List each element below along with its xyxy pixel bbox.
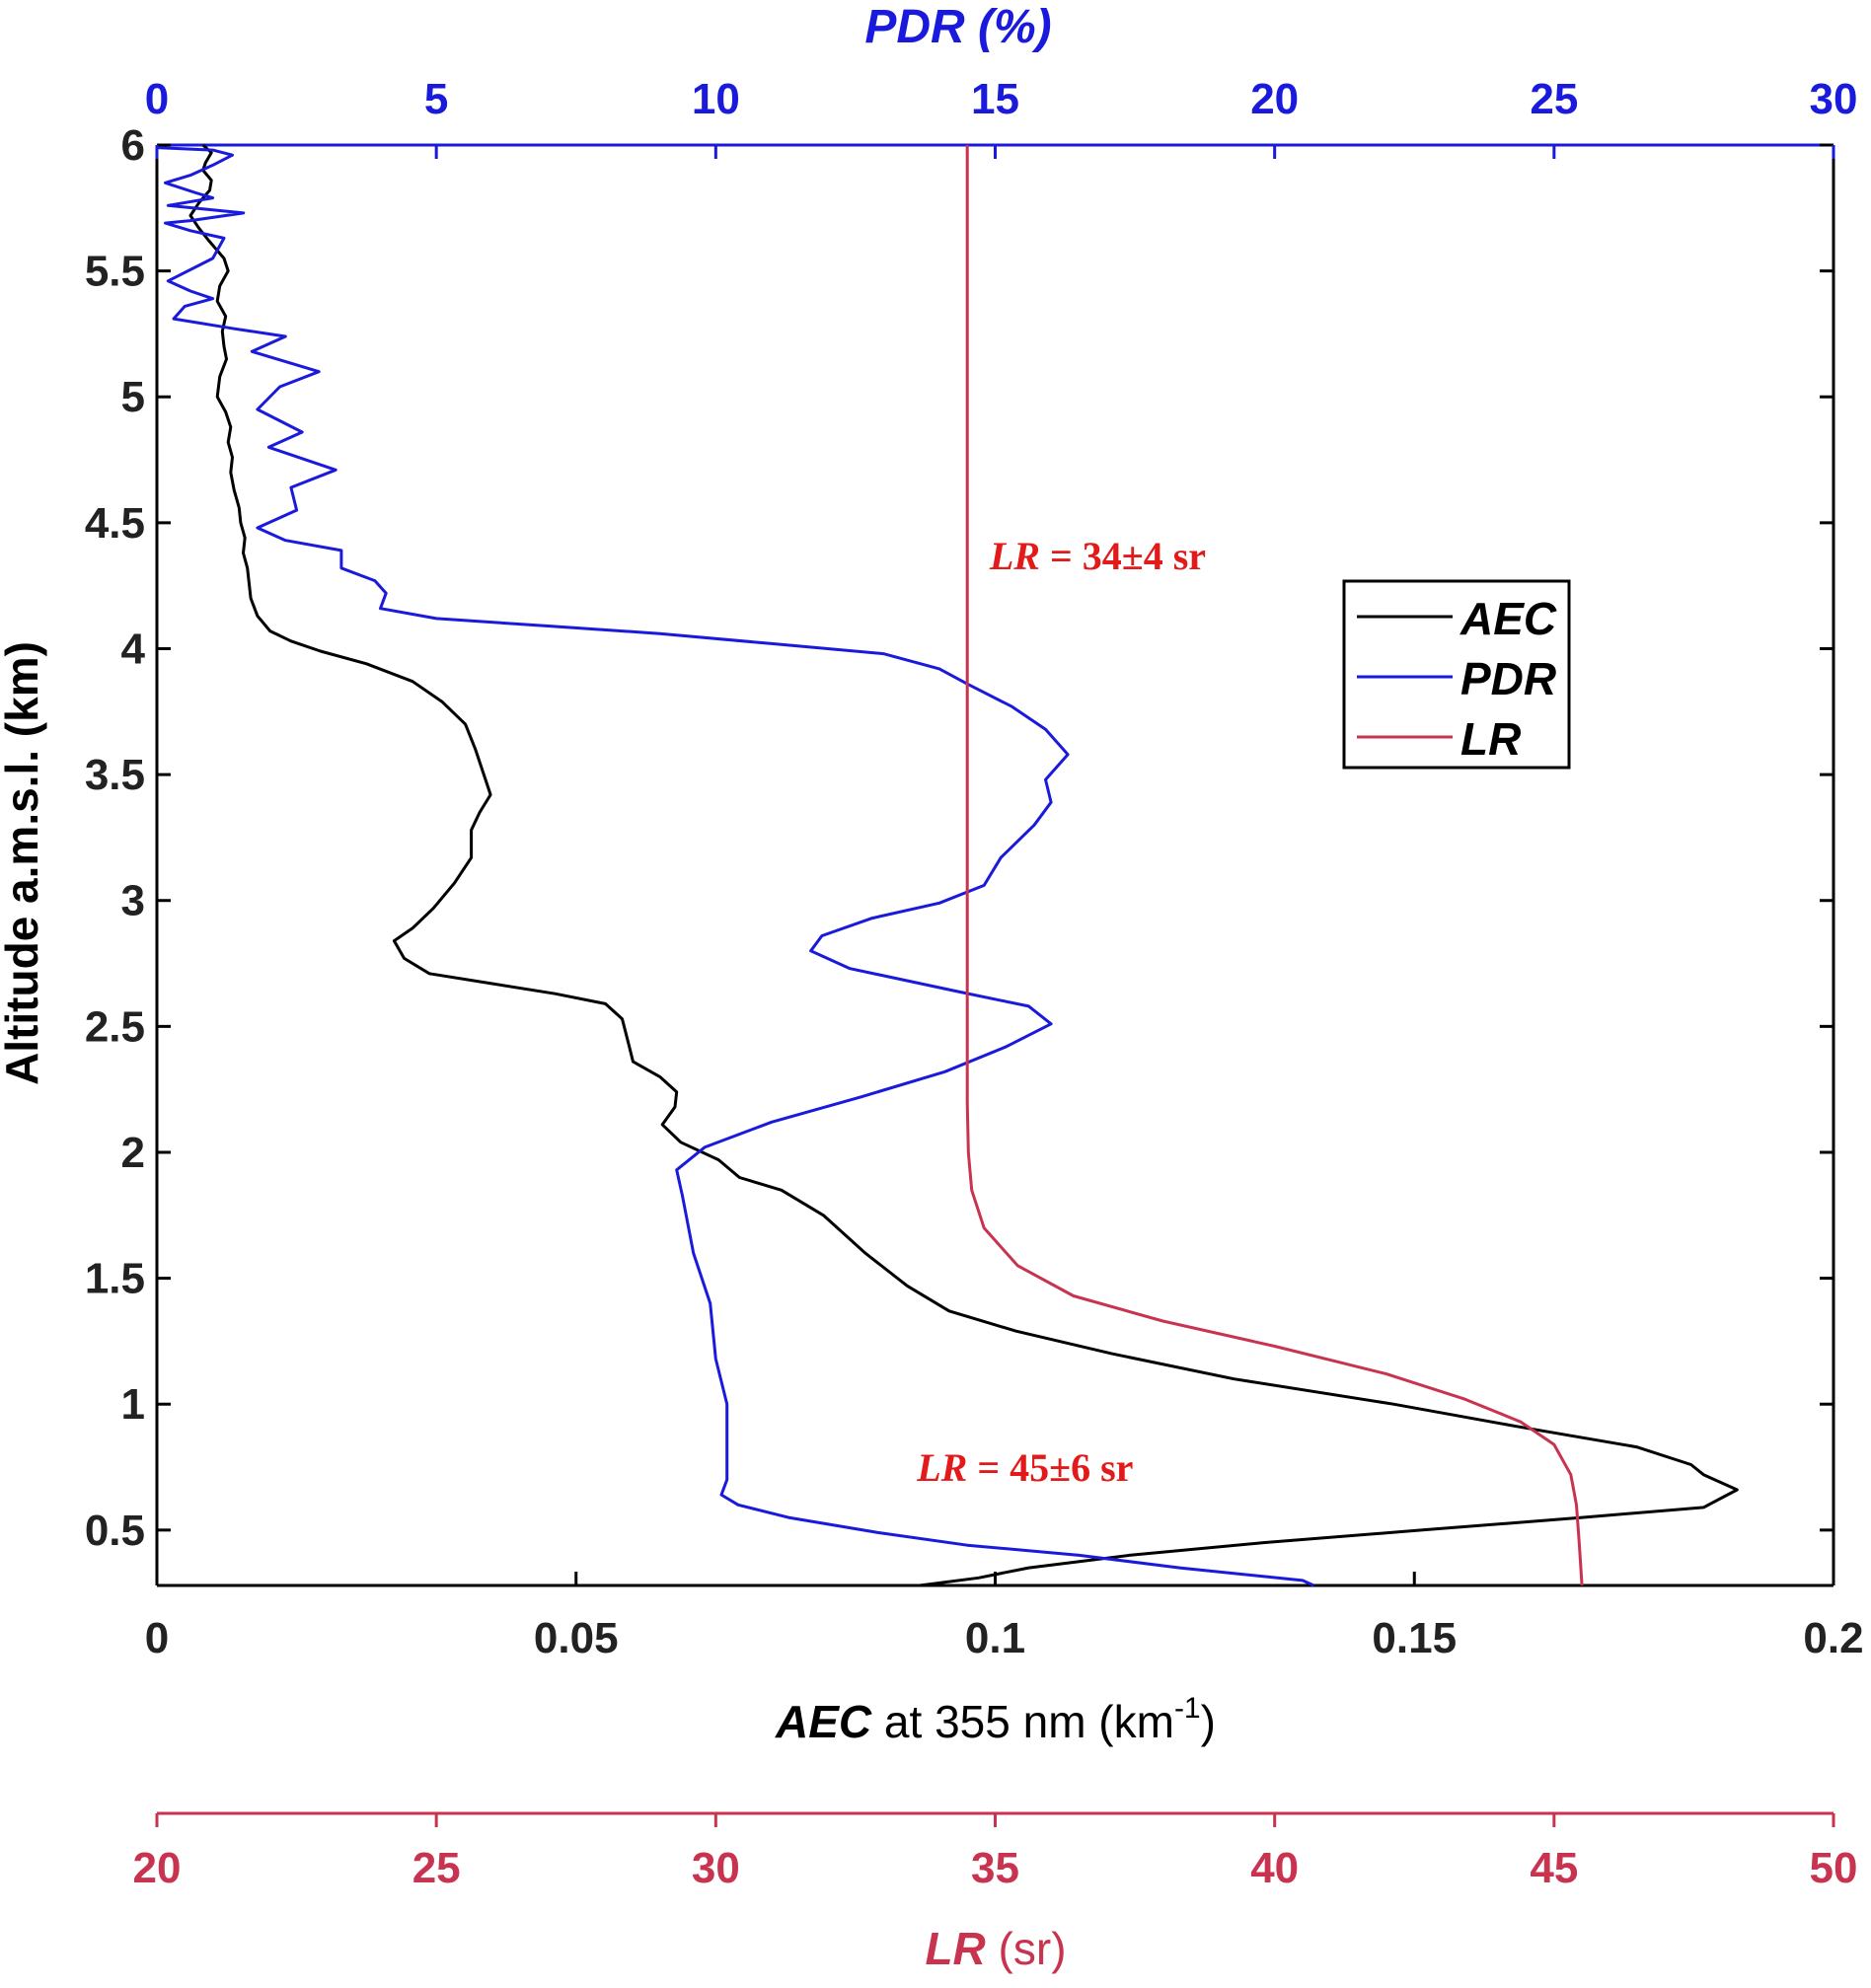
- y-tick-label: 2.5: [85, 1002, 145, 1051]
- lr-axis-title-rest: (sr): [986, 1923, 1067, 1974]
- x-bottom-tick-label: 0: [145, 1614, 169, 1662]
- bottom-axis-title-bold: AEC: [775, 1696, 872, 1747]
- y-tick-label: 1.5: [85, 1255, 145, 1303]
- legend: AEC PDR LR: [1342, 579, 1571, 770]
- series-line-aec: [188, 143, 1739, 1587]
- axes-layer: 0.511.522.533.544.555.560 0.05 0.1 0.15 0.20…: [85, 75, 1864, 1892]
- bottom-axis-title: AEC at 355 nm (km-1): [775, 1692, 1216, 1747]
- y-tick-label: 1: [121, 1380, 145, 1429]
- legend-label-pdr: PDR: [1460, 653, 1556, 704]
- annotation-lr-symbol: LR: [989, 534, 1040, 578]
- bottom-axis-title-end: ): [1201, 1696, 1216, 1747]
- x-lr-tick-label: 50: [1810, 1844, 1858, 1892]
- y-axis-title: Altitude a.m.s.l. (km): [0, 641, 47, 1085]
- x-top-tick-label: 15: [971, 75, 1019, 123]
- x-top-tick-label: 20: [1250, 75, 1299, 123]
- x-top-tick-label: 5: [424, 75, 448, 123]
- x-lr-tick-label: 45: [1530, 1844, 1578, 1892]
- y-tick-label: 3.5: [85, 751, 145, 799]
- x-lr-tick-label: 30: [692, 1844, 740, 1892]
- x-lr-tick-label: 20: [133, 1844, 182, 1892]
- annotation-lr-value: = 45±6 sr: [967, 1445, 1133, 1490]
- x-lr-tick-label: 25: [412, 1844, 461, 1892]
- legend-label-aec: AEC: [1459, 593, 1557, 644]
- x-top-tick-label: 10: [692, 75, 740, 123]
- x-lr-tick-label: 35: [971, 1844, 1019, 1892]
- x-bottom-tick-label: 0.05: [534, 1614, 619, 1662]
- x-bottom-tick-label: 0.1: [965, 1614, 1025, 1662]
- x-lr-tick-label: 40: [1250, 1844, 1299, 1892]
- bottom-axis-title-rest: at 355 nm (km: [871, 1696, 1174, 1747]
- x-top-tick-label: 25: [1530, 75, 1578, 123]
- y-tick-label: 6: [121, 121, 145, 170]
- series-line-pdr: [156, 146, 1314, 1587]
- bottom-axis-title-sup: -1: [1174, 1692, 1201, 1725]
- series-line-lr: [965, 145, 1584, 1586]
- lr-axis-title-bold: LR: [925, 1923, 985, 1974]
- y-tick-label: 4.5: [85, 499, 145, 548]
- x-bottom-tick-label: 0.15: [1372, 1614, 1457, 1662]
- annotation-lr-symbol: LR: [916, 1445, 967, 1490]
- y-tick-label: 5: [121, 373, 145, 421]
- x-bottom-tick-label: 0.2: [1803, 1614, 1863, 1662]
- y-tick-label: 5.5: [85, 248, 145, 296]
- x-top-tick-label: 30: [1810, 75, 1858, 123]
- annotation-lr-0: LR = 34±4 sr: [989, 534, 1206, 578]
- annotation-lr-1: LR = 45±6 sr: [916, 1445, 1133, 1490]
- legend-label-lr: LR: [1460, 713, 1521, 765]
- y-tick-label: 0.5: [85, 1507, 145, 1555]
- y-tick-label: 3: [121, 877, 145, 925]
- x-top-tick-label: 0: [145, 75, 169, 123]
- lr-axis-title: LR (sr): [925, 1923, 1066, 1974]
- top-axis-title: PDR (%): [864, 1, 1051, 53]
- series-layer: [156, 143, 1739, 1587]
- y-tick-label: 4: [121, 625, 146, 673]
- y-tick-label: 2: [121, 1129, 145, 1177]
- annotation-lr-value: = 34±4 sr: [1040, 534, 1206, 578]
